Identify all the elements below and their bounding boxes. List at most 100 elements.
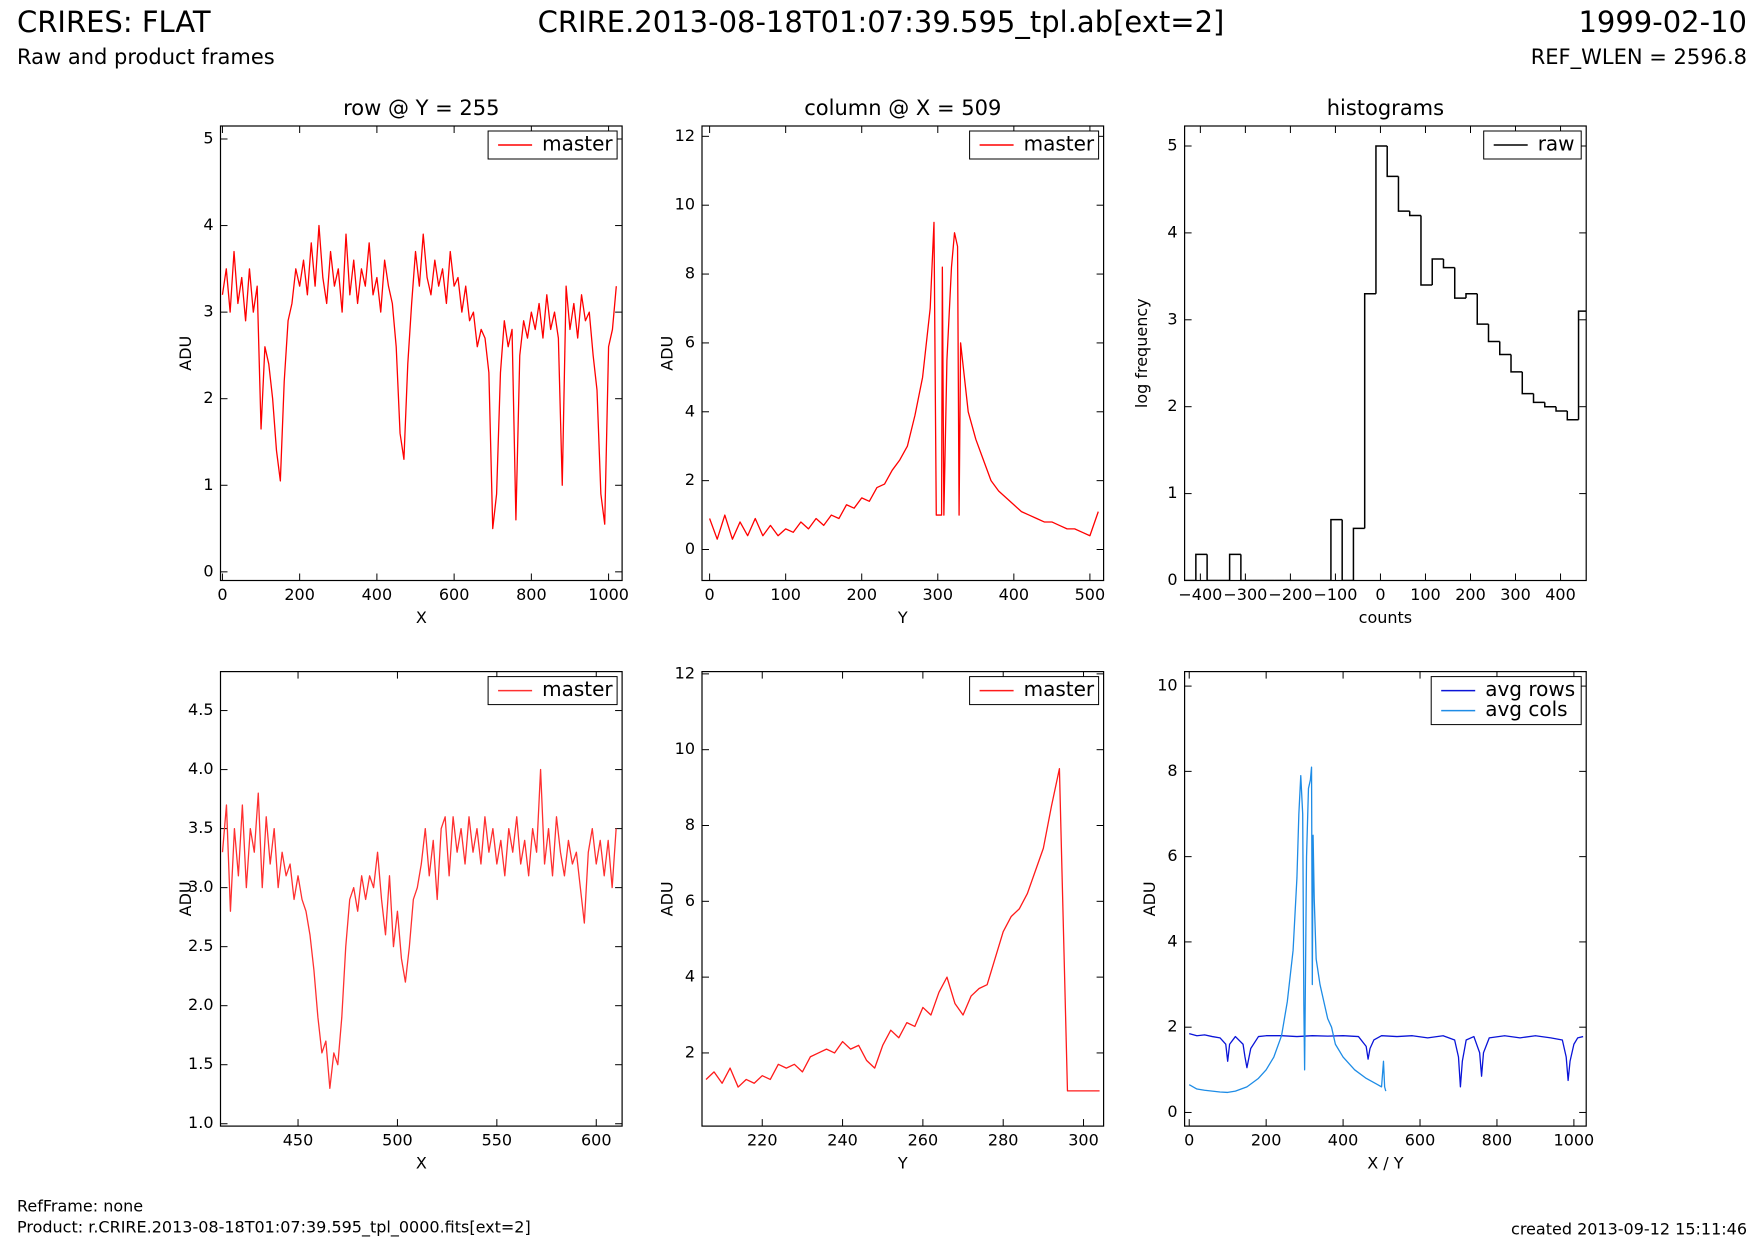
histogram-bin (1499, 341, 1512, 356)
y-tick-label: 4 (685, 401, 695, 420)
y-tick-label: 12 (675, 126, 695, 145)
panel-title: row @ Y = 255 (343, 96, 499, 120)
x-tick-label: 0 (1375, 585, 1385, 604)
y-tick-label: 0 (685, 539, 695, 558)
histogram-bin (1397, 176, 1410, 212)
y-tick-label: 1 (1167, 483, 1177, 502)
y-axis-label: log frequency (1132, 298, 1151, 408)
product: Product: r.CRIRE.2013-08-18T01:07:39.595… (17, 1218, 531, 1238)
histogram-bin (1555, 406, 1568, 412)
x-tick-label: 800 (1482, 1131, 1513, 1150)
x-tick-label: −100 (1313, 585, 1357, 604)
y-tick-label: 4 (1167, 222, 1177, 241)
x-tick-label: 400 (362, 585, 393, 604)
y-tick-label: 3 (203, 302, 213, 321)
histogram-bin (1577, 310, 1587, 420)
y-tick-label: 6 (685, 332, 695, 351)
axes-frame (701, 125, 1105, 582)
plot-area (221, 768, 617, 1089)
y-tick-label: 1.0 (188, 1113, 213, 1132)
histogram-bin (1487, 324, 1500, 343)
x-axis-label: counts (1359, 608, 1412, 627)
x-tick-label: 300 (1068, 1131, 1099, 1150)
page-title: CRIRES: FLAT (17, 5, 211, 39)
x-tick-label: 300 (923, 585, 954, 604)
histogram-bin (1453, 267, 1466, 299)
histogram-bin (1510, 354, 1523, 373)
x-tick-label: 550 (482, 1131, 513, 1150)
panel-title: column @ X = 509 (804, 96, 1001, 120)
x-tick-label: 260 (908, 1131, 939, 1150)
x-tick-label: 400 (1328, 1131, 1359, 1150)
ref-wlen: REF_WLEN = 2596.8 (1531, 45, 1747, 70)
y-tick-label: 1.5 (188, 1054, 213, 1073)
x-tick-label: 200 (1455, 585, 1486, 604)
histogram-bin (1375, 145, 1388, 294)
x-tick-label: 100 (1410, 585, 1441, 604)
x-tick-label: −400 (1178, 585, 1222, 604)
x-tick-label: 450 (283, 1131, 314, 1150)
axes-frame (1183, 125, 1587, 582)
panel: Y ADU 220 240 260 280 300 2 4 6 8 10 12 master (658, 663, 1105, 1173)
x-axis-label: Y (897, 608, 908, 627)
y-tick-label: 2 (685, 470, 695, 489)
y-tick-label: 8 (685, 815, 695, 834)
data-line (705, 767, 1100, 1092)
histogram-bin (1431, 258, 1444, 286)
y-tick-label: 10 (675, 739, 695, 758)
axes-frame (1183, 670, 1587, 1127)
legend-label: avg rows (1485, 677, 1575, 701)
data-line (1189, 1032, 1584, 1088)
data-line (708, 221, 1099, 540)
y-tick-label: 3.0 (188, 877, 213, 896)
y-tick-label: 1 (203, 475, 213, 494)
y-tick-label: 2 (203, 388, 213, 407)
x-axis-label: X (416, 608, 427, 627)
x-tick-label: 0 (1184, 1131, 1194, 1150)
y-tick-label: 2 (1167, 396, 1177, 415)
y-tick-label: 2 (685, 1042, 695, 1061)
histogram-bin (1386, 145, 1399, 178)
data-line (221, 224, 617, 530)
y-tick-label: 6 (685, 891, 695, 910)
plot-area (1184, 145, 1587, 581)
legend-box (1430, 676, 1582, 726)
legend-label: master (1024, 677, 1095, 701)
y-axis-label: ADU (658, 881, 677, 916)
legend-label: master (542, 677, 613, 701)
y-axis-label: ADU (658, 336, 677, 371)
y-tick-label: 8 (1167, 761, 1177, 780)
y-tick-label: 0 (1167, 570, 1177, 589)
y-tick-label: 2.0 (188, 995, 213, 1014)
x-tick-label: 400 (999, 585, 1030, 604)
y-tick-label: 4 (1167, 931, 1177, 950)
y-tick-label: 0 (1167, 1102, 1177, 1121)
histogram-bin (1532, 393, 1545, 404)
histogram-bin (1566, 411, 1579, 421)
x-tick-label: −200 (1268, 585, 1312, 604)
panel-title: histograms (1327, 96, 1444, 120)
y-axis-label: ADU (176, 336, 195, 371)
data-line (1188, 766, 1387, 1094)
legend-label: avg cols (1485, 697, 1567, 721)
x-tick-label: 500 (1075, 585, 1106, 604)
x-tick-label: 280 (988, 1131, 1019, 1150)
y-tick-label: 2 (1167, 1017, 1177, 1036)
x-tick-label: 600 (1405, 1131, 1436, 1150)
y-tick-label: 0 (203, 561, 213, 580)
plot-area (1188, 766, 1584, 1094)
histogram-bin (1330, 518, 1343, 581)
y-axis-label: ADU (1140, 881, 1159, 916)
x-tick-label: 200 (1251, 1131, 1282, 1150)
histogram-bin (1476, 293, 1489, 325)
x-tick-label: 0 (217, 585, 227, 604)
y-tick-label: 6 (1167, 846, 1177, 865)
y-tick-label: 12 (675, 663, 695, 682)
x-tick-label: 800 (516, 585, 547, 604)
legend-box (1483, 130, 1582, 160)
histogram-bin (1408, 211, 1421, 217)
histogram-bin (1206, 554, 1219, 581)
histogram-bin (1341, 519, 1354, 581)
